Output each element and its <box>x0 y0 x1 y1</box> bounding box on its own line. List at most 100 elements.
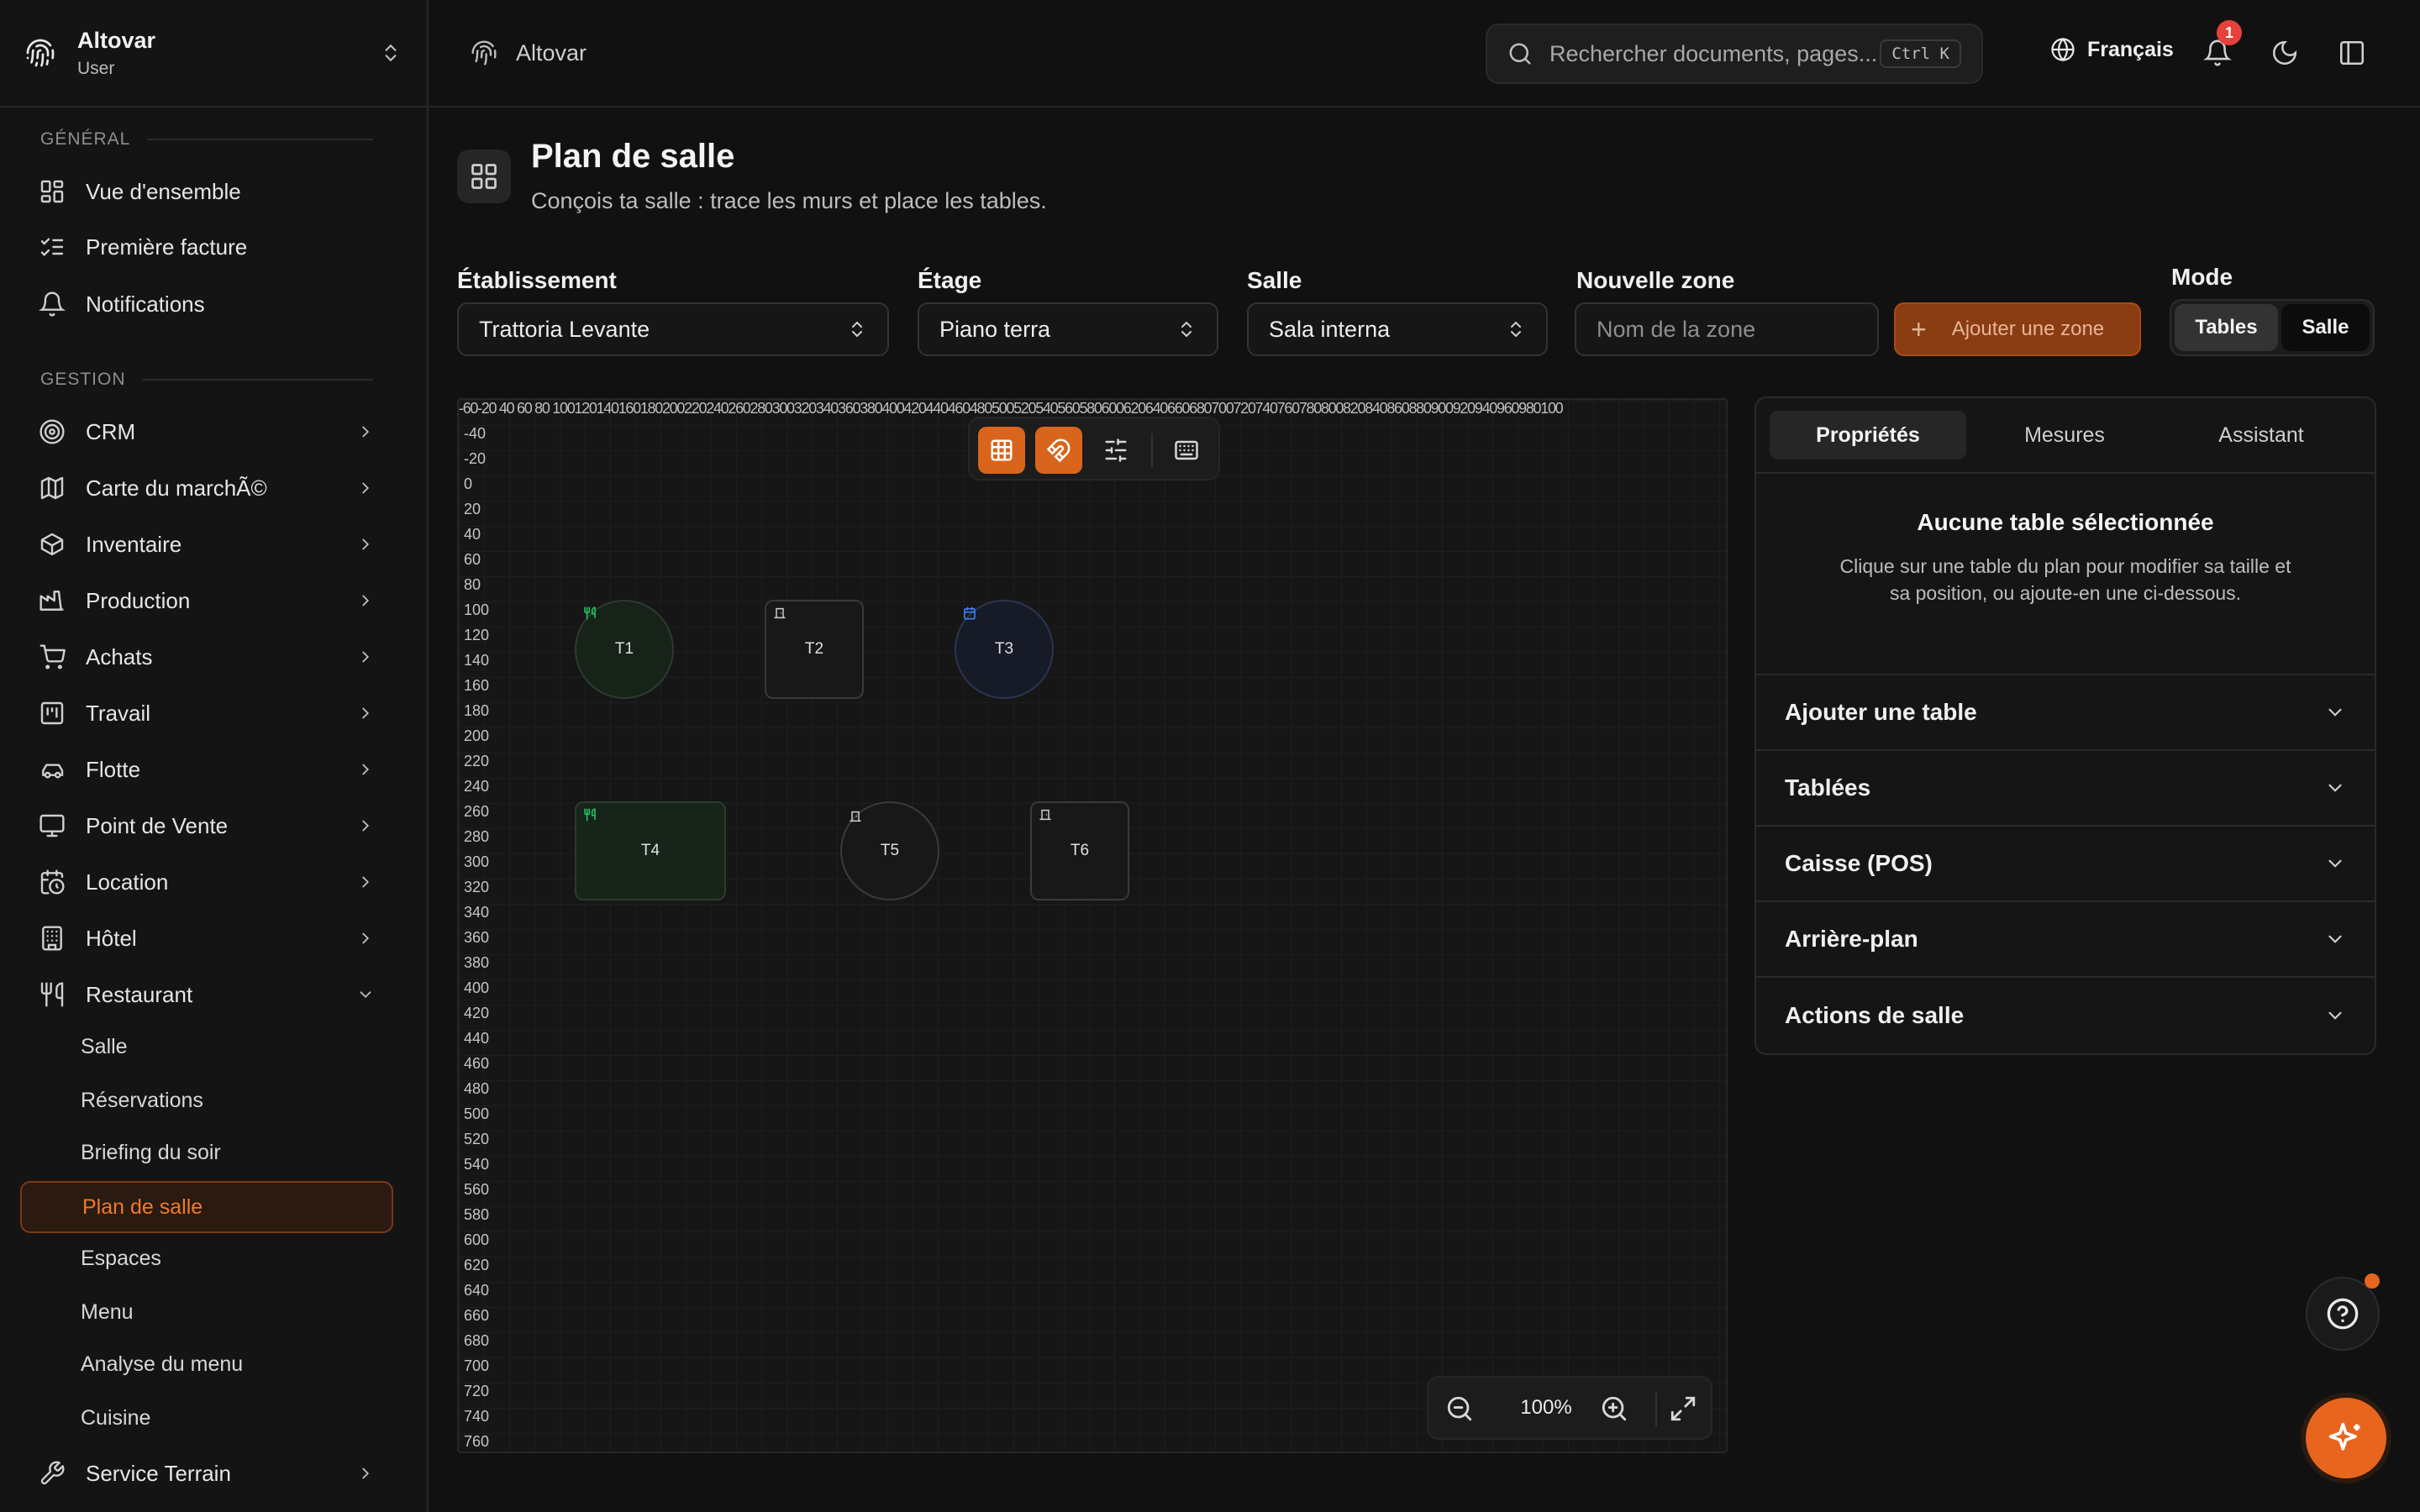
table-t3[interactable]: T3 <box>955 600 1054 699</box>
ruler-left-label: 140 <box>464 652 490 669</box>
help-circle-icon <box>2327 1298 2359 1330</box>
sidebar-item-point-of-sale[interactable]: Point de Vente <box>20 802 393 849</box>
fullscreen-icon[interactable] <box>1669 1394 1697 1423</box>
search-shortcut: Ctrl K <box>1880 39 1961 68</box>
zone-placeholder: Nom de la zone <box>1597 316 1756 342</box>
ai-assistant-button[interactable] <box>2306 1398 2386 1478</box>
tab-assistant[interactable]: Assistant <box>2218 423 2304 447</box>
language-label: Français <box>2087 37 2174 61</box>
mode-salle-button[interactable]: Salle <box>2281 304 2370 351</box>
accordion-room-actions[interactable]: Actions de salle <box>1756 978 2375 1053</box>
moon-icon[interactable] <box>2270 39 2299 67</box>
page-title: Plan de salle <box>531 138 735 175</box>
grid-icon <box>991 439 1013 461</box>
tab-measures[interactable]: Mesures <box>2024 423 2105 447</box>
sidebar-item-label: CRM <box>86 418 136 444</box>
accordion-label: Caisse (POS) <box>1785 850 1933 876</box>
table-t6[interactable]: T6 <box>1030 801 1129 900</box>
chevrons-up-down-icon <box>1181 321 1192 338</box>
ruler-left-label: 320 <box>464 879 490 895</box>
ruler-left-label: 20 <box>464 501 481 517</box>
sidebar-item-field-service[interactable]: Service Terrain <box>20 1450 393 1497</box>
bell-icon[interactable] <box>2203 39 2232 67</box>
sidebar-subitem-reservations[interactable]: Réservations <box>81 1088 203 1112</box>
sidebar-item-label: Production <box>86 587 191 613</box>
help-button[interactable] <box>2306 1277 2380 1351</box>
snap-toggle-button[interactable] <box>1035 427 1082 474</box>
utensils-icon <box>584 606 596 620</box>
workspace-switcher[interactable]: Altovar User <box>0 0 427 108</box>
accordion-add-table[interactable]: Ajouter une table <box>1756 675 2375 751</box>
sidebar-item-work[interactable]: Travail <box>20 690 393 737</box>
table-t4[interactable]: T4 <box>575 801 726 900</box>
sidebar-item-first-invoice[interactable]: Première facture <box>20 223 393 270</box>
sidebar-item-restaurant[interactable]: Restaurant <box>20 971 393 1018</box>
mode-tables-button[interactable]: Tables <box>2175 304 2278 351</box>
table-t2[interactable]: T2 <box>765 600 864 699</box>
ruler-left-label: 720 <box>464 1383 490 1399</box>
ruler-left-label: 260 <box>464 803 490 820</box>
ruler-left-label: -20 <box>464 450 487 467</box>
ruler-left-label: 160 <box>464 677 490 694</box>
settings-sliders-button[interactable] <box>1092 427 1139 474</box>
accordion-pos[interactable]: Caisse (POS) <box>1756 827 2375 902</box>
building-icon <box>42 926 62 951</box>
sidebar-item-purchases[interactable]: Achats <box>20 633 393 680</box>
zoom-out-icon[interactable] <box>1445 1394 1474 1423</box>
table-t1[interactable]: T1 <box>575 600 674 699</box>
add-zone-label: Ajouter une zone <box>1951 318 2105 340</box>
chevron-down-icon <box>2328 784 2342 792</box>
floor-plan-canvas[interactable]: -60-20 40 60 80 100120140160180200220240… <box>457 398 1728 1453</box>
sidebar-item-notifications[interactable]: Notifications <box>20 281 393 328</box>
etablissement-select[interactable]: Trattoria Levante <box>457 302 889 356</box>
door-icon <box>1039 809 1051 821</box>
workspace-role: User <box>77 58 115 78</box>
etage-value: Piano terra <box>939 316 1051 342</box>
accordion-tablees[interactable]: Tablées <box>1756 751 2375 827</box>
chevron-down-icon <box>2328 708 2342 717</box>
zoom-in-icon[interactable] <box>1600 1394 1628 1423</box>
search-input[interactable]: Rechercher documents, pages... Ctrl K <box>1486 24 1983 84</box>
zone-name-input[interactable]: Nom de la zone <box>1575 302 1879 356</box>
sidebar-item-inventory[interactable]: Inventaire <box>20 521 393 568</box>
sidebar-subitem-spaces[interactable]: Espaces <box>81 1246 161 1270</box>
sidebar-subitem-menu[interactable]: Menu <box>81 1299 134 1324</box>
accordion-background[interactable]: Arrière-plan <box>1756 902 2375 978</box>
toolbar-divider <box>1151 433 1153 467</box>
panel-toggle-icon[interactable] <box>2338 39 2366 67</box>
sidebar-subitem-briefing[interactable]: Briefing du soir <box>81 1140 221 1164</box>
sidebar-subitem-menu-analysis[interactable]: Analyse du menu <box>81 1352 244 1376</box>
add-zone-button[interactable]: + Ajouter une zone <box>1894 302 2141 356</box>
sidebar-item-overview[interactable]: Vue d'ensemble <box>20 168 393 215</box>
etage-select[interactable]: Piano terra <box>918 302 1218 356</box>
ruler-left-label: 220 <box>464 753 490 769</box>
mode-toggle: Tables Salle <box>2170 299 2375 356</box>
salle-value: Sala interna <box>1269 316 1391 342</box>
sidebar-item-label: Restaurant <box>86 981 193 1007</box>
salle-select[interactable]: Sala interna <box>1247 302 1548 356</box>
factory-icon <box>39 591 64 611</box>
sidebar-item-market-map[interactable]: Carte du marchÃ© <box>20 465 393 512</box>
wrench-icon <box>40 1461 65 1485</box>
ruler-left-label: 0 <box>464 475 473 492</box>
sidebar-subitem-kitchen[interactable]: Cuisine <box>81 1405 151 1430</box>
table-t5[interactable]: T5 <box>840 801 939 900</box>
sidebar-subitem-floor-plan[interactable]: Plan de salle <box>20 1181 393 1233</box>
grid-toggle-button[interactable] <box>978 427 1025 474</box>
sidebar-item-hotel[interactable]: Hôtel <box>20 915 393 962</box>
sidebar-item-production[interactable]: Production <box>20 577 393 624</box>
chevron-right-icon <box>362 876 370 888</box>
sparkles-icon <box>2328 1422 2360 1451</box>
breadcrumb[interactable]: Altovar <box>471 39 587 66</box>
sidebar-item-rental[interactable]: Location <box>20 858 393 906</box>
language-selector[interactable]: Français <box>2050 37 2174 62</box>
panel-tabs: Propriétés Mesures Assistant <box>1756 398 2375 474</box>
ruler-left-label: 700 <box>464 1357 490 1374</box>
car-icon <box>42 764 64 779</box>
sidebar-item-fleet[interactable]: Flotte <box>20 746 393 793</box>
tab-properties[interactable]: Propriétés <box>1770 411 1966 459</box>
sidebar-item-crm[interactable]: CRM <box>20 408 393 455</box>
keyboard-shortcuts-button[interactable] <box>1163 427 1210 474</box>
sidebar-subitem-salle[interactable]: Salle <box>81 1034 128 1058</box>
